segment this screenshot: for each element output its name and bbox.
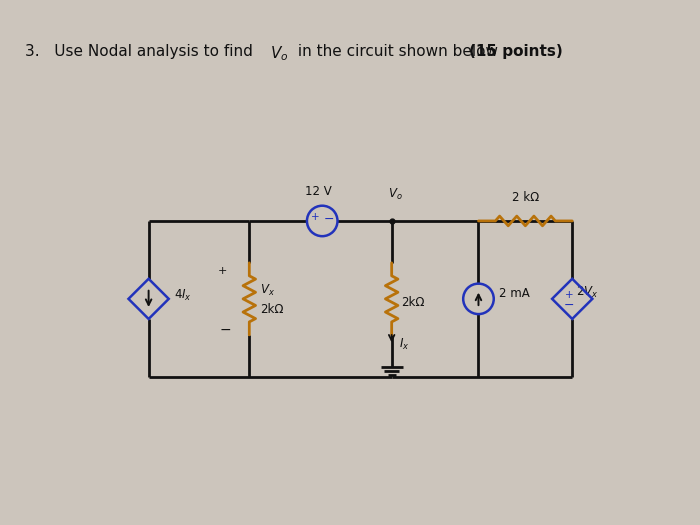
Text: $V_o$: $V_o$ (389, 186, 403, 202)
Text: $4I_x$: $4I_x$ (174, 288, 193, 303)
Text: 2 mA: 2 mA (499, 287, 530, 300)
Text: +: + (311, 212, 320, 222)
Text: $I_x$: $I_x$ (398, 337, 409, 352)
Text: −: − (219, 323, 231, 337)
Text: +: + (565, 290, 574, 300)
Text: in the circuit shown below: in the circuit shown below (293, 44, 503, 59)
Text: $2V_x$: $2V_x$ (576, 285, 599, 300)
Text: +: + (218, 266, 228, 276)
Text: 2kΩ: 2kΩ (260, 303, 284, 316)
Text: $V_o$: $V_o$ (270, 44, 288, 63)
Text: −: − (564, 299, 575, 312)
Text: 12 V: 12 V (305, 185, 332, 198)
Text: 3.   Use Nodal analysis to find: 3. Use Nodal analysis to find (25, 44, 258, 59)
Text: −: − (324, 213, 335, 226)
Text: $V_x$: $V_x$ (260, 283, 275, 298)
Text: 2kΩ: 2kΩ (401, 296, 425, 309)
Text: (15 points): (15 points) (470, 44, 564, 59)
Text: 2 kΩ: 2 kΩ (512, 191, 539, 204)
